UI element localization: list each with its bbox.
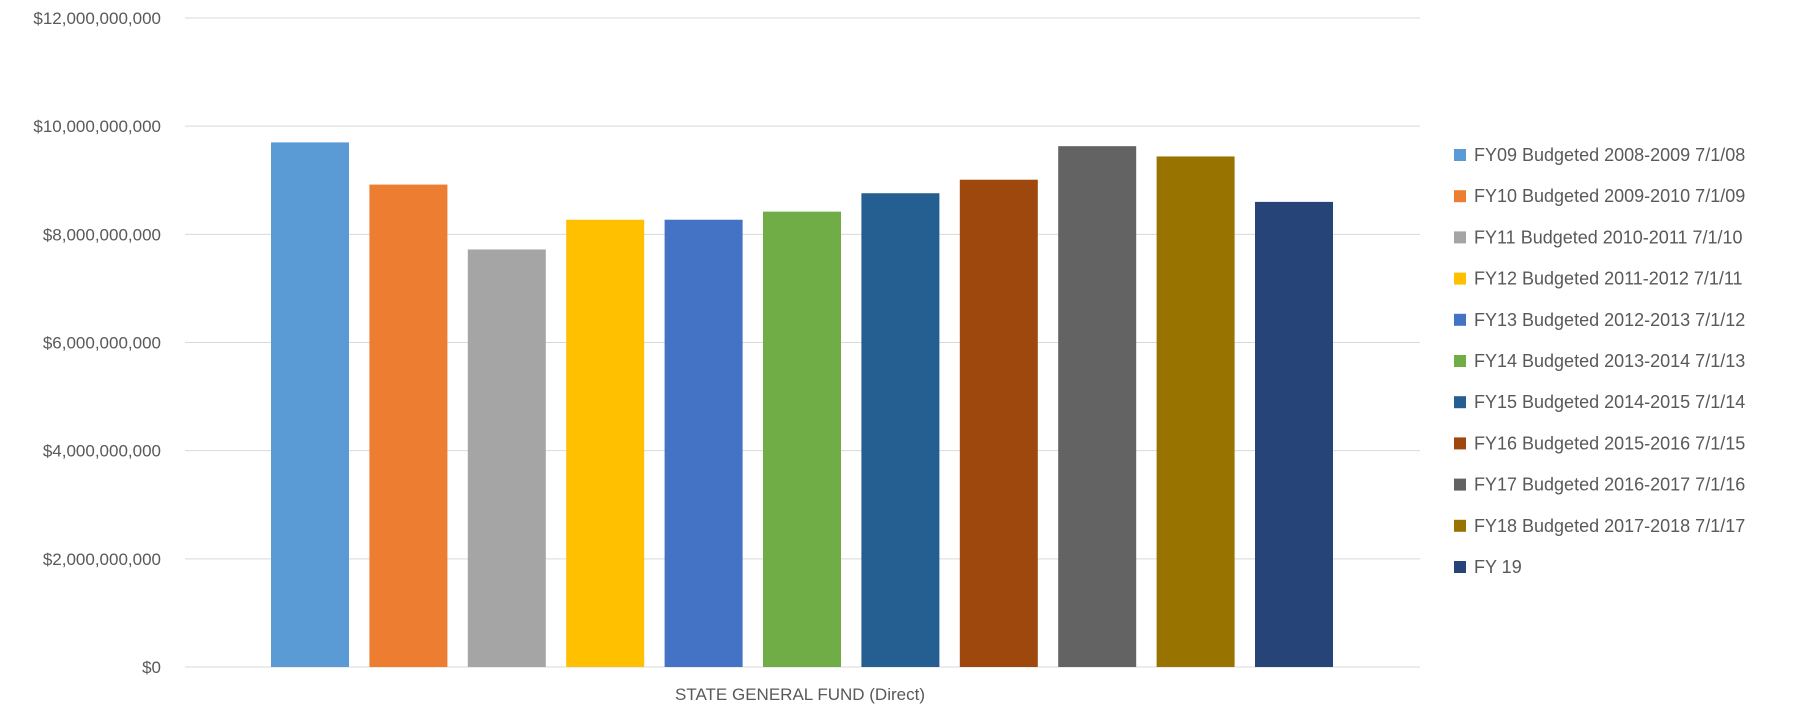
bar-series-2 [369, 184, 448, 667]
bar-series-6 [763, 211, 841, 667]
bar-series-10 [1156, 156, 1235, 667]
legend-swatch [1454, 519, 1466, 532]
legend-label: FY09 Budgeted 2008-2009 7/1/08 [1474, 145, 1745, 165]
legend-label: FY 19 [1474, 557, 1522, 577]
bar-series-11 [1255, 201, 1333, 667]
legend-label: FY10 Budgeted 2009-2010 7/1/09 [1474, 186, 1745, 206]
y-tick-label: $2,000,000,000 [43, 550, 161, 569]
legend-swatch [1454, 190, 1466, 203]
legend-label: FY13 Budgeted 2012-2013 7/1/12 [1474, 310, 1745, 330]
legend-swatch [1454, 149, 1466, 161]
bar-series-4 [566, 219, 645, 667]
legend-label: FY18 Budgeted 2017-2018 7/1/17 [1474, 516, 1745, 536]
bar-series-1 [271, 142, 349, 667]
legend-swatch [1454, 396, 1466, 409]
bar-series-9 [1058, 146, 1137, 668]
bar-series-5 [664, 219, 743, 667]
legend-label: FY11 Budgeted 2010-2011 7/1/10 [1474, 227, 1743, 247]
legend-swatch [1454, 437, 1466, 450]
y-tick-label: $8,000,000,000 [43, 225, 161, 244]
x-axis-category-label: STATE GENERAL FUND (Direct) [675, 685, 925, 704]
y-axis-tick-labels: $0 $2,000,000,000 $4,000,000,000 $6,000,000… [33, 9, 161, 677]
bar-series-7 [861, 193, 940, 668]
legend-label: FY16 Budgeted 2015-2016 7/1/15 [1474, 433, 1745, 453]
bar-series-3 [467, 249, 546, 667]
legend-swatch [1454, 231, 1466, 244]
legend-label: FY14 Budgeted 2013-2014 7/1/13 [1474, 351, 1745, 371]
legend-label: FY17 Budgeted 2016-2017 7/1/16 [1474, 475, 1745, 495]
y-tick-label: $6,000,000,000 [43, 334, 161, 353]
y-tick-label: $12,000,000,000 [33, 9, 161, 28]
legend-swatch [1454, 355, 1466, 367]
legend-label: FY15 Budgeted 2014-2015 7/1/14 [1474, 392, 1745, 412]
y-tick-label: $10,000,000,000 [33, 117, 161, 136]
bars [271, 142, 1333, 668]
legend-swatch [1454, 561, 1466, 573]
legend-label: FY12 Budgeted 2011-2012 7/1/11 [1474, 269, 1743, 289]
legend-swatch [1454, 478, 1466, 491]
legend: FY09 Budgeted 2008-2009 7/1/08 FY10 Budge… [1454, 145, 1745, 577]
y-tick-label: $0 [142, 658, 161, 677]
bar-series-8 [959, 179, 1038, 667]
legend-swatch [1454, 272, 1466, 285]
y-tick-label: $4,000,000,000 [43, 442, 161, 461]
legend-swatch [1454, 313, 1466, 326]
